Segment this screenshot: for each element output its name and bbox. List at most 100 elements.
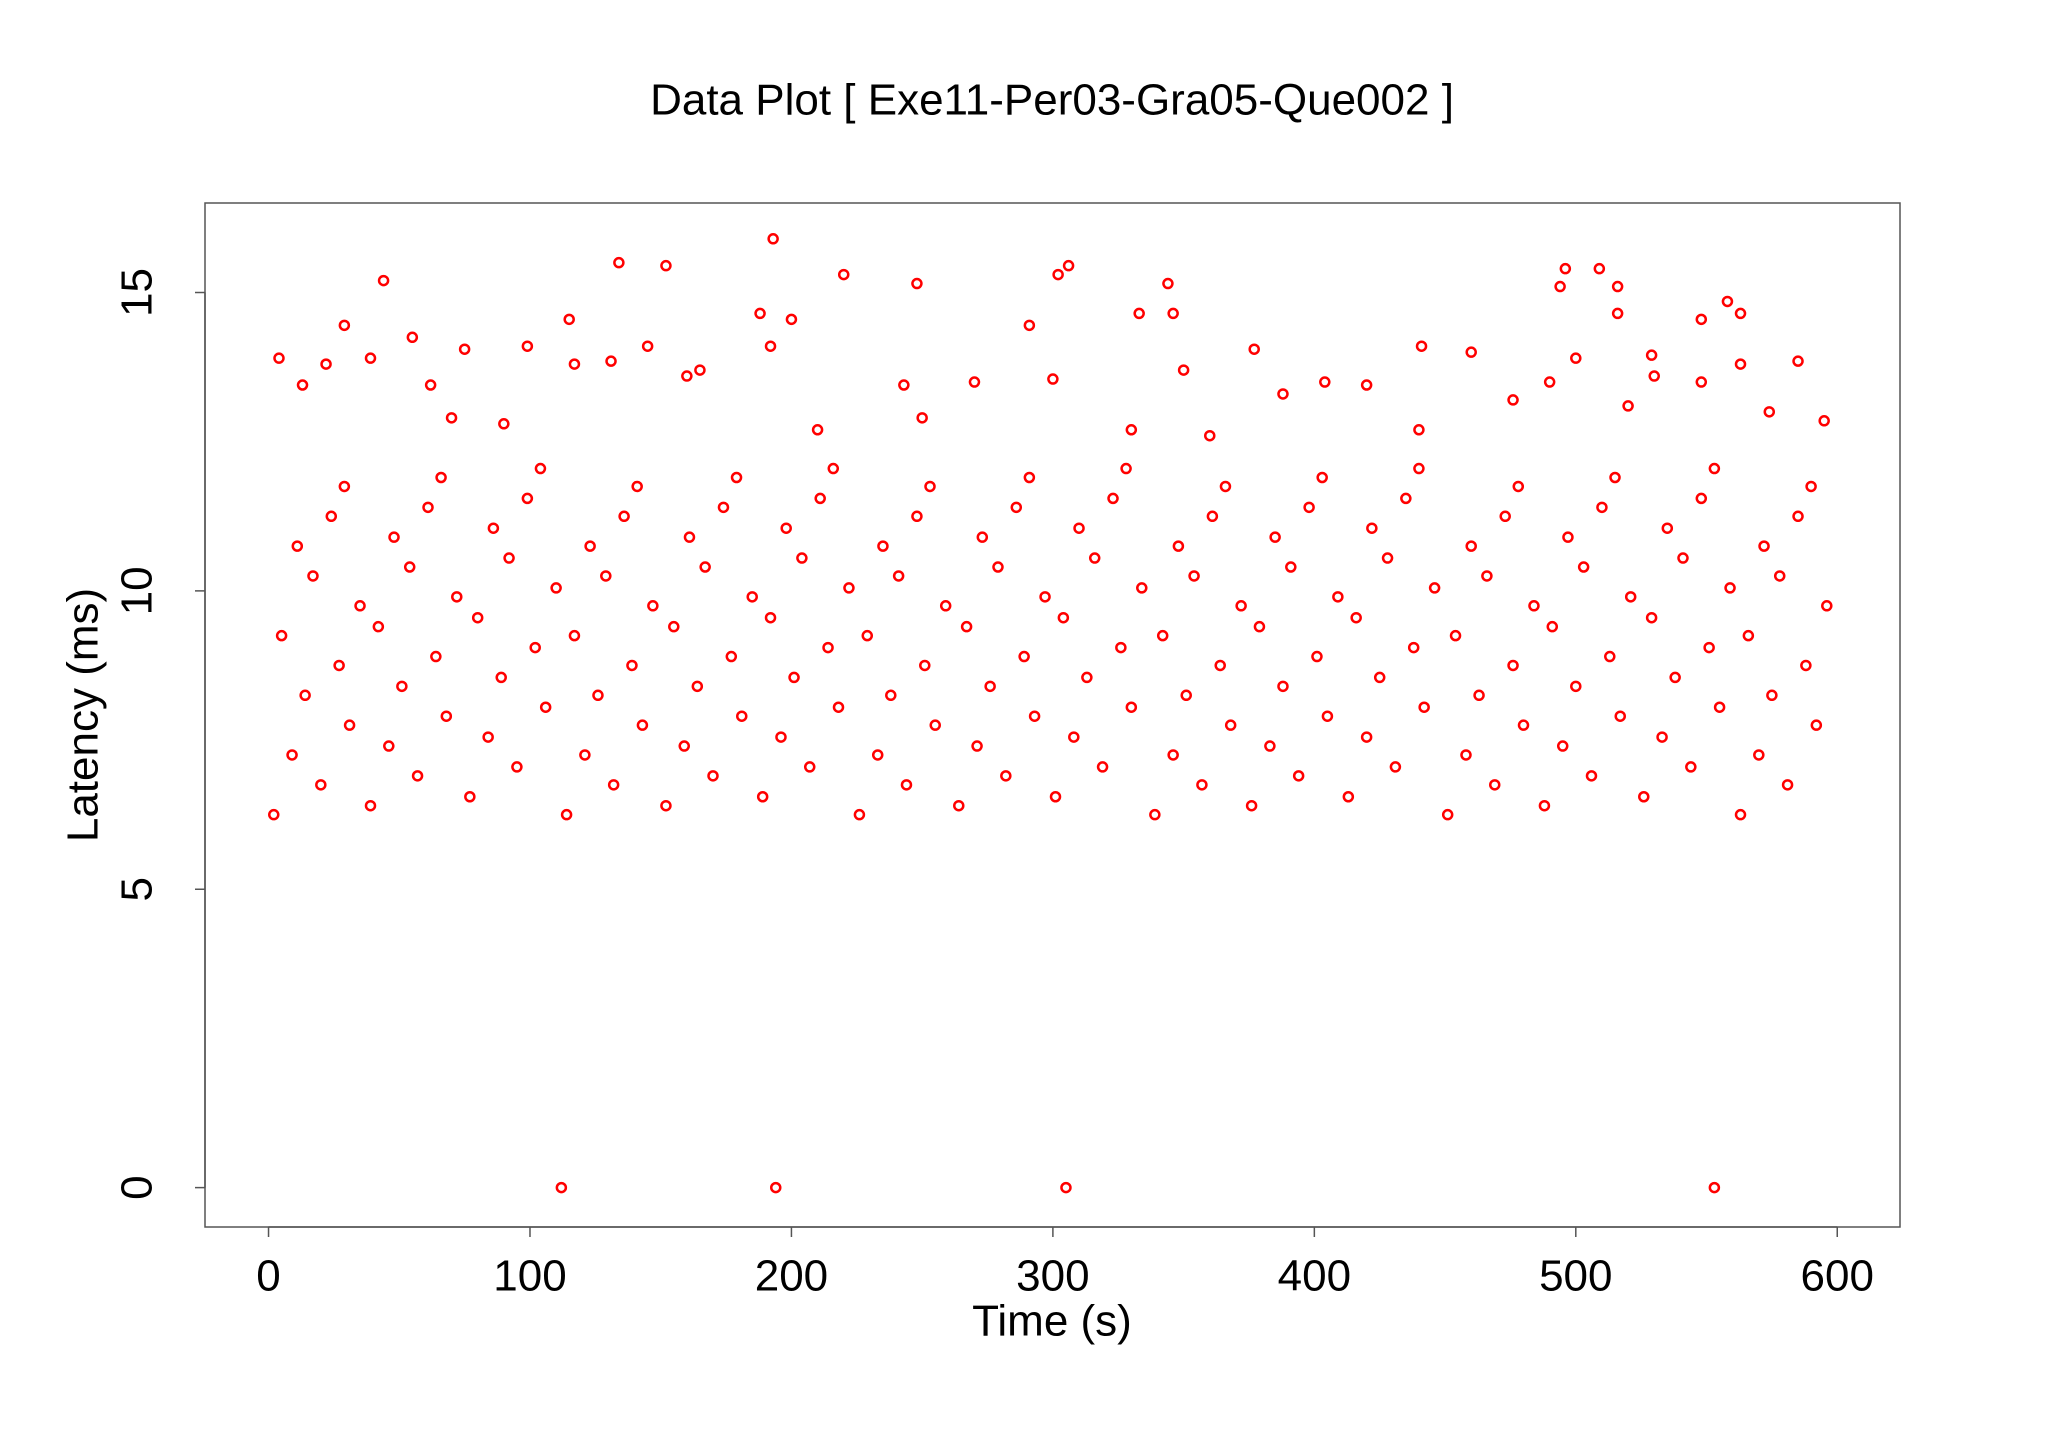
point [660, 259, 672, 272]
point [268, 808, 280, 821]
point [1057, 611, 1070, 624]
point [1695, 376, 1708, 388]
point [1441, 808, 1454, 821]
chart-title: Data Plot [ Exe11-Per03-Gra05-Que002 ] [650, 76, 1454, 125]
point [1648, 370, 1660, 382]
point [1047, 373, 1059, 385]
point [1068, 731, 1080, 743]
point [1162, 277, 1174, 290]
point [736, 710, 748, 722]
point [1596, 501, 1608, 514]
point [1473, 689, 1485, 702]
points [268, 233, 1833, 1194]
point [668, 620, 680, 633]
point [1303, 501, 1315, 514]
point [1624, 591, 1637, 603]
point [1622, 400, 1634, 412]
point [1136, 582, 1148, 594]
point [1614, 710, 1626, 722]
point [1062, 259, 1075, 272]
point [388, 531, 400, 543]
point [521, 492, 534, 505]
point [1350, 611, 1362, 624]
point [1656, 731, 1668, 743]
point [1107, 492, 1119, 505]
point [1389, 761, 1402, 773]
point [984, 680, 996, 693]
point [1149, 808, 1161, 821]
point [338, 319, 351, 332]
point [647, 600, 659, 612]
point [725, 650, 738, 663]
point [960, 620, 973, 633]
point [1810, 719, 1823, 731]
point [1224, 719, 1237, 731]
point [1661, 522, 1674, 534]
point [430, 650, 442, 663]
point [1517, 719, 1530, 731]
point [1604, 650, 1616, 663]
point [1214, 659, 1226, 672]
point [775, 731, 787, 743]
point [1708, 1181, 1721, 1194]
point [320, 358, 332, 370]
point [1609, 471, 1621, 484]
point [1570, 680, 1582, 693]
point [1285, 561, 1297, 573]
x-tick-label: 600 [1801, 1252, 1874, 1301]
point [1585, 770, 1598, 782]
point [1156, 629, 1169, 642]
point [445, 412, 458, 424]
point [1528, 600, 1540, 612]
point [487, 522, 500, 534]
point [1023, 319, 1036, 332]
point [1792, 510, 1804, 523]
point [1415, 340, 1428, 352]
point [1792, 355, 1804, 367]
point [1734, 358, 1747, 370]
point [1695, 313, 1708, 326]
point [770, 1181, 782, 1194]
point [396, 680, 408, 693]
point [1554, 280, 1566, 293]
point [343, 719, 356, 731]
point [1507, 394, 1519, 406]
point [568, 358, 581, 370]
point [1677, 552, 1689, 564]
point [1556, 740, 1569, 752]
point [1073, 522, 1085, 534]
point [822, 641, 834, 654]
point [1507, 659, 1519, 672]
point [315, 779, 327, 791]
point [333, 659, 345, 672]
point [780, 522, 792, 534]
point [764, 340, 777, 352]
point [411, 770, 424, 782]
point [435, 471, 447, 484]
point [843, 582, 855, 594]
point [1180, 689, 1192, 702]
point [1645, 349, 1658, 361]
point [730, 471, 743, 484]
point [832, 701, 845, 713]
point [1685, 761, 1697, 773]
point [707, 770, 719, 782]
point [1465, 346, 1477, 358]
point [422, 501, 434, 514]
point [539, 701, 552, 713]
point [354, 600, 366, 612]
point [1570, 352, 1582, 364]
point [1366, 522, 1378, 534]
point [383, 740, 395, 752]
point [364, 799, 377, 812]
point [1052, 268, 1064, 281]
point [1010, 501, 1023, 514]
x-tick-label: 300 [1016, 1252, 1089, 1301]
point [550, 582, 562, 594]
point [377, 274, 390, 287]
point [1177, 364, 1190, 376]
point [1167, 307, 1179, 320]
point [916, 412, 928, 424]
y-tick-label: 10 [113, 566, 162, 615]
